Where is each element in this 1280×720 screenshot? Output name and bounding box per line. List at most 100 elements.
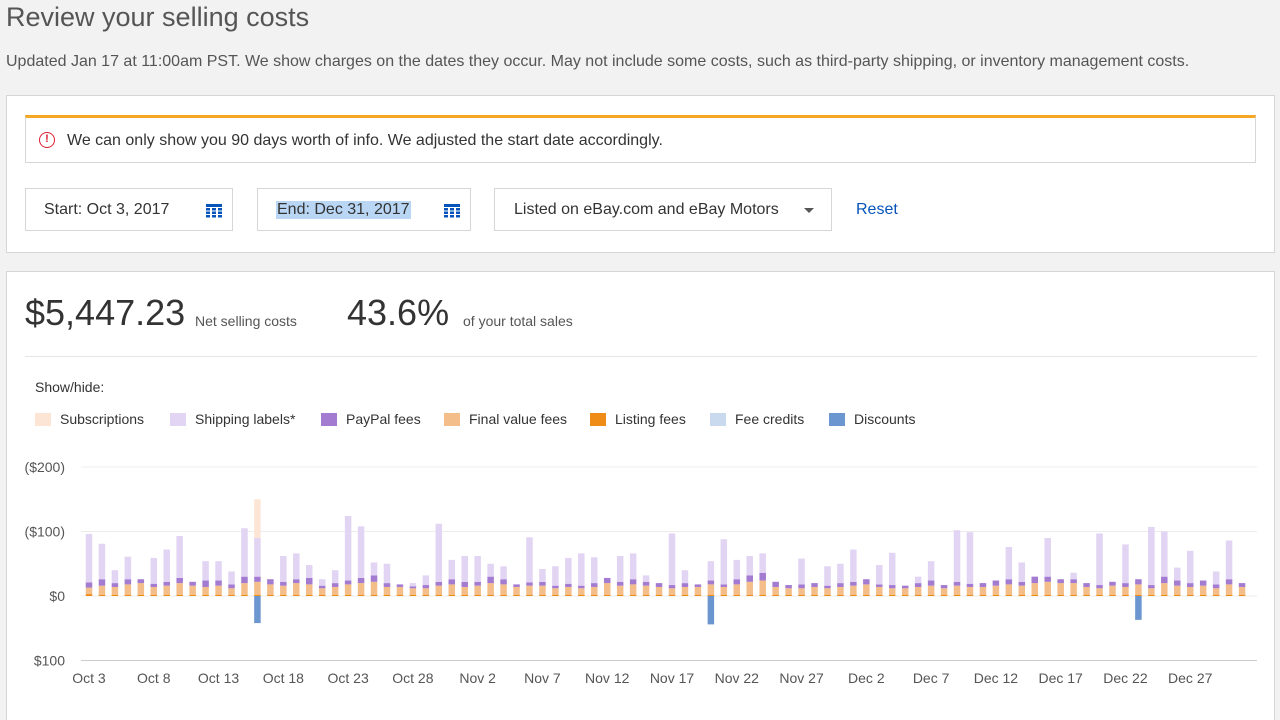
bar-segment-final-value-fees[interactable] [1225,584,1233,595]
bar-segment-paypal-fees[interactable] [124,579,132,585]
bar-segment-final-value-fees[interactable] [940,588,948,595]
bar-segment-listing-fees[interactable] [331,594,339,596]
bar-segment-paypal-fees[interactable] [500,579,507,585]
bar-segment-listing-fees[interactable] [1096,594,1103,596]
calendar-icon[interactable] [206,204,222,218]
bar-segment-shipping-labels[interactable] [98,543,106,580]
bar-segment-shipping-labels[interactable] [474,556,481,582]
bar-segment-listing-fees[interactable] [1148,594,1155,596]
bar-segment-listing-fees[interactable] [176,594,183,596]
bar-segment-final-value-fees[interactable] [1135,584,1142,595]
bar-segment-paypal-fees[interactable] [992,580,1000,586]
bar-segment-shipping-labels[interactable] [746,556,753,576]
bar-segment-paypal-fees[interactable] [927,580,935,586]
bar-segment-listing-fees[interactable] [1174,594,1181,596]
bar-segment-listing-fees[interactable] [370,594,378,596]
bar-segment-paypal-fees[interactable] [526,582,533,586]
bar-segment-final-value-fees[interactable] [616,585,624,595]
bar-segment-shipping-labels[interactable] [837,563,844,584]
bar-segment-shipping-labels[interactable] [111,570,119,584]
bar-segment-paypal-fees[interactable] [979,583,987,587]
bar-segment-final-value-fees[interactable] [111,586,119,595]
bar-segment-listing-fees[interactable] [1057,594,1064,596]
bar-segment-shipping-labels[interactable] [500,566,507,580]
bar-segment-paypal-fees[interactable] [552,585,559,589]
bar-segment-final-value-fees[interactable] [85,587,93,595]
bar-segment-shipping-labels[interactable] [539,568,546,582]
bar-segment-listing-fees[interactable] [293,594,300,596]
bar-segment-paypal-fees[interactable] [1238,583,1246,587]
bar-segment-discounts[interactable] [707,596,715,625]
bar-segment-final-value-fees[interactable] [927,585,935,595]
bar-segment-listing-fees[interactable] [940,594,948,596]
bar-segment-shipping-labels[interactable] [409,583,417,587]
legend-listing-fees[interactable]: Listing fees [590,411,686,427]
bar-segment-final-value-fees[interactable] [837,586,844,595]
bar-segment-final-value-fees[interactable] [552,588,559,595]
bar-segment-shipping-labels[interactable] [1148,526,1155,586]
legend-final-value-fees[interactable]: Final value fees [444,411,567,427]
bar-segment-paypal-fees[interactable] [1031,576,1039,584]
bar-segment-listing-fees[interactable] [694,594,702,596]
bar-segment-listing-fees[interactable] [98,594,106,596]
bar-segment-shipping-labels[interactable] [552,566,559,586]
bar-segment-shipping-labels[interactable] [254,537,261,577]
bar-segment-listing-fees[interactable] [241,594,248,596]
bar-segment-listing-fees[interactable] [318,594,326,596]
bar-segment-paypal-fees[interactable] [228,584,235,589]
bar-segment-final-value-fees[interactable] [772,586,779,595]
bar-segment-final-value-fees[interactable] [1083,586,1090,595]
bar-segment-paypal-fees[interactable] [863,579,870,585]
bar-segment-paypal-fees[interactable] [539,581,546,586]
bar-segment-listing-fees[interactable] [1186,594,1194,596]
bar-segment-paypal-fees[interactable] [591,583,598,587]
bar-segment-listing-fees[interactable] [1225,594,1233,596]
bar-segment-paypal-fees[interactable] [940,585,948,589]
bar-segment-listing-fees[interactable] [1018,594,1026,596]
bar-segment-paypal-fees[interactable] [565,583,572,587]
bar-segment-shipping-labels[interactable] [331,570,339,584]
bar-segment-paypal-fees[interactable] [474,581,481,586]
bar-segment-final-value-fees[interactable] [694,586,702,595]
bar-segment-listing-fees[interactable] [1083,594,1090,596]
bar-segment-listing-fees[interactable] [953,594,961,596]
bar-segment-listing-fees[interactable] [979,594,987,596]
bar-segment-shipping-labels[interactable] [215,561,222,581]
bar-segment-listing-fees[interactable] [914,594,922,596]
bar-segment-final-value-fees[interactable] [396,586,404,595]
bar-segment-shipping-labels[interactable] [681,570,689,584]
start-date-field[interactable]: Start: Oct 3, 2017 [25,188,233,231]
bar-segment-paypal-fees[interactable] [1174,580,1181,586]
bar-segment-final-value-fees[interactable] [1199,585,1207,595]
bar-segment-listing-fees[interactable] [565,594,572,596]
bar-segment-listing-fees[interactable] [539,594,546,596]
bar-segment-final-value-fees[interactable] [280,585,287,595]
bar-segment-shipping-labels[interactable] [824,566,831,586]
bar-segment-listing-fees[interactable] [111,594,119,596]
bar-segment-listing-fees[interactable] [1238,594,1246,596]
calendar-icon[interactable] [444,204,460,218]
bar-segment-shipping-labels[interactable] [176,536,183,578]
bar-segment-paypal-fees[interactable] [681,583,689,587]
bar-segment-paypal-fees[interactable] [267,579,274,585]
bar-segment-listing-fees[interactable] [267,594,274,596]
bar-segment-paypal-fees[interactable] [733,579,741,585]
bar-segment-paypal-fees[interactable] [824,585,831,589]
bar-segment-listing-fees[interactable] [500,594,507,596]
bar-segment-final-value-fees[interactable] [655,586,663,595]
bar-segment-listing-fees[interactable] [578,594,585,596]
bar-segment-final-value-fees[interactable] [176,583,183,595]
bar-segment-paypal-fees[interactable] [1161,576,1168,584]
bar-segment-shipping-labels[interactable] [759,553,766,573]
bar-segment-final-value-fees[interactable] [474,585,481,595]
bar-segment-final-value-fees[interactable] [461,586,468,595]
bar-segment-listing-fees[interactable] [254,594,261,596]
legend-discounts[interactable]: Discounts [829,411,915,427]
bar-segment-final-value-fees[interactable] [344,584,352,595]
bar-segment-paypal-fees[interactable] [655,583,663,587]
bar-segment-paypal-fees[interactable] [1212,584,1220,589]
bar-segment-subscriptions[interactable] [254,499,261,538]
bar-segment-paypal-fees[interactable] [1096,585,1103,589]
bar-segment-listing-fees[interactable] [616,594,624,596]
bar-segment-listing-fees[interactable] [448,594,456,596]
